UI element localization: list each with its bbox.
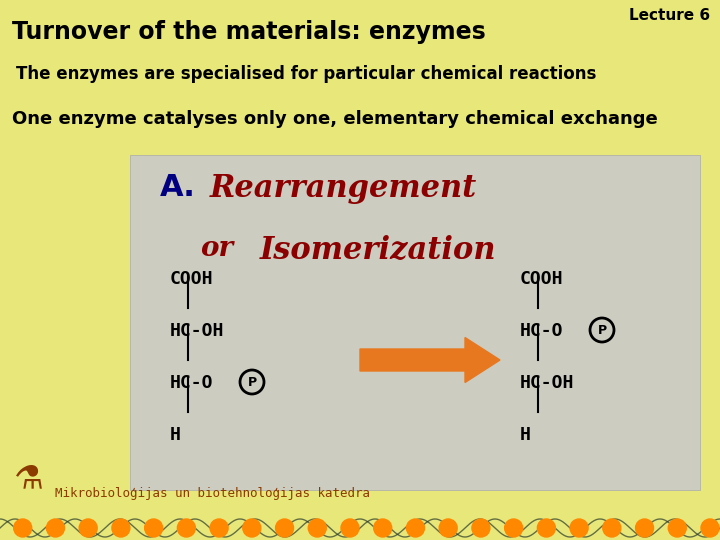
Circle shape — [47, 519, 65, 537]
Circle shape — [14, 519, 32, 537]
Text: The enzymes are specialised for particular chemical reactions: The enzymes are specialised for particul… — [16, 65, 596, 83]
Text: HC-OH: HC-OH — [170, 322, 225, 340]
Text: HC-O: HC-O — [170, 374, 214, 392]
Circle shape — [177, 519, 195, 537]
Text: Mikrobioloģijas un biotehnoloģijas katedra: Mikrobioloģijas un biotehnoloģijas kated… — [55, 488, 370, 501]
Text: Lecture 6: Lecture 6 — [629, 8, 710, 23]
Text: A.: A. — [160, 173, 196, 202]
Circle shape — [79, 519, 97, 537]
Text: or: or — [200, 235, 233, 262]
Text: COOH: COOH — [170, 270, 214, 288]
Circle shape — [701, 519, 719, 537]
Bar — [130, 155, 700, 490]
Circle shape — [276, 519, 294, 537]
Text: Isomerization: Isomerization — [260, 235, 497, 266]
Text: COOH: COOH — [520, 270, 564, 288]
Circle shape — [472, 519, 490, 537]
Text: P: P — [248, 375, 256, 388]
Circle shape — [308, 519, 326, 537]
Circle shape — [112, 519, 130, 537]
Text: HC-OH: HC-OH — [520, 374, 575, 392]
Text: H: H — [520, 426, 531, 444]
Text: Rearrangement: Rearrangement — [210, 173, 477, 204]
Text: One enzyme catalyses only one, elementary chemical exchange: One enzyme catalyses only one, elementar… — [12, 110, 658, 128]
Circle shape — [145, 519, 163, 537]
Text: P: P — [598, 323, 606, 336]
Text: H: H — [170, 426, 181, 444]
Circle shape — [243, 519, 261, 537]
Circle shape — [439, 519, 457, 537]
Circle shape — [210, 519, 228, 537]
Circle shape — [374, 519, 392, 537]
Text: HC-O: HC-O — [520, 322, 564, 340]
Circle shape — [537, 519, 555, 537]
Text: ⚗: ⚗ — [14, 462, 44, 496]
Circle shape — [603, 519, 621, 537]
Circle shape — [407, 519, 425, 537]
FancyArrow shape — [360, 338, 500, 382]
Circle shape — [341, 519, 359, 537]
Circle shape — [668, 519, 686, 537]
Circle shape — [505, 519, 523, 537]
Circle shape — [570, 519, 588, 537]
Circle shape — [636, 519, 654, 537]
Text: Turnover of the materials: enzymes: Turnover of the materials: enzymes — [12, 20, 486, 44]
